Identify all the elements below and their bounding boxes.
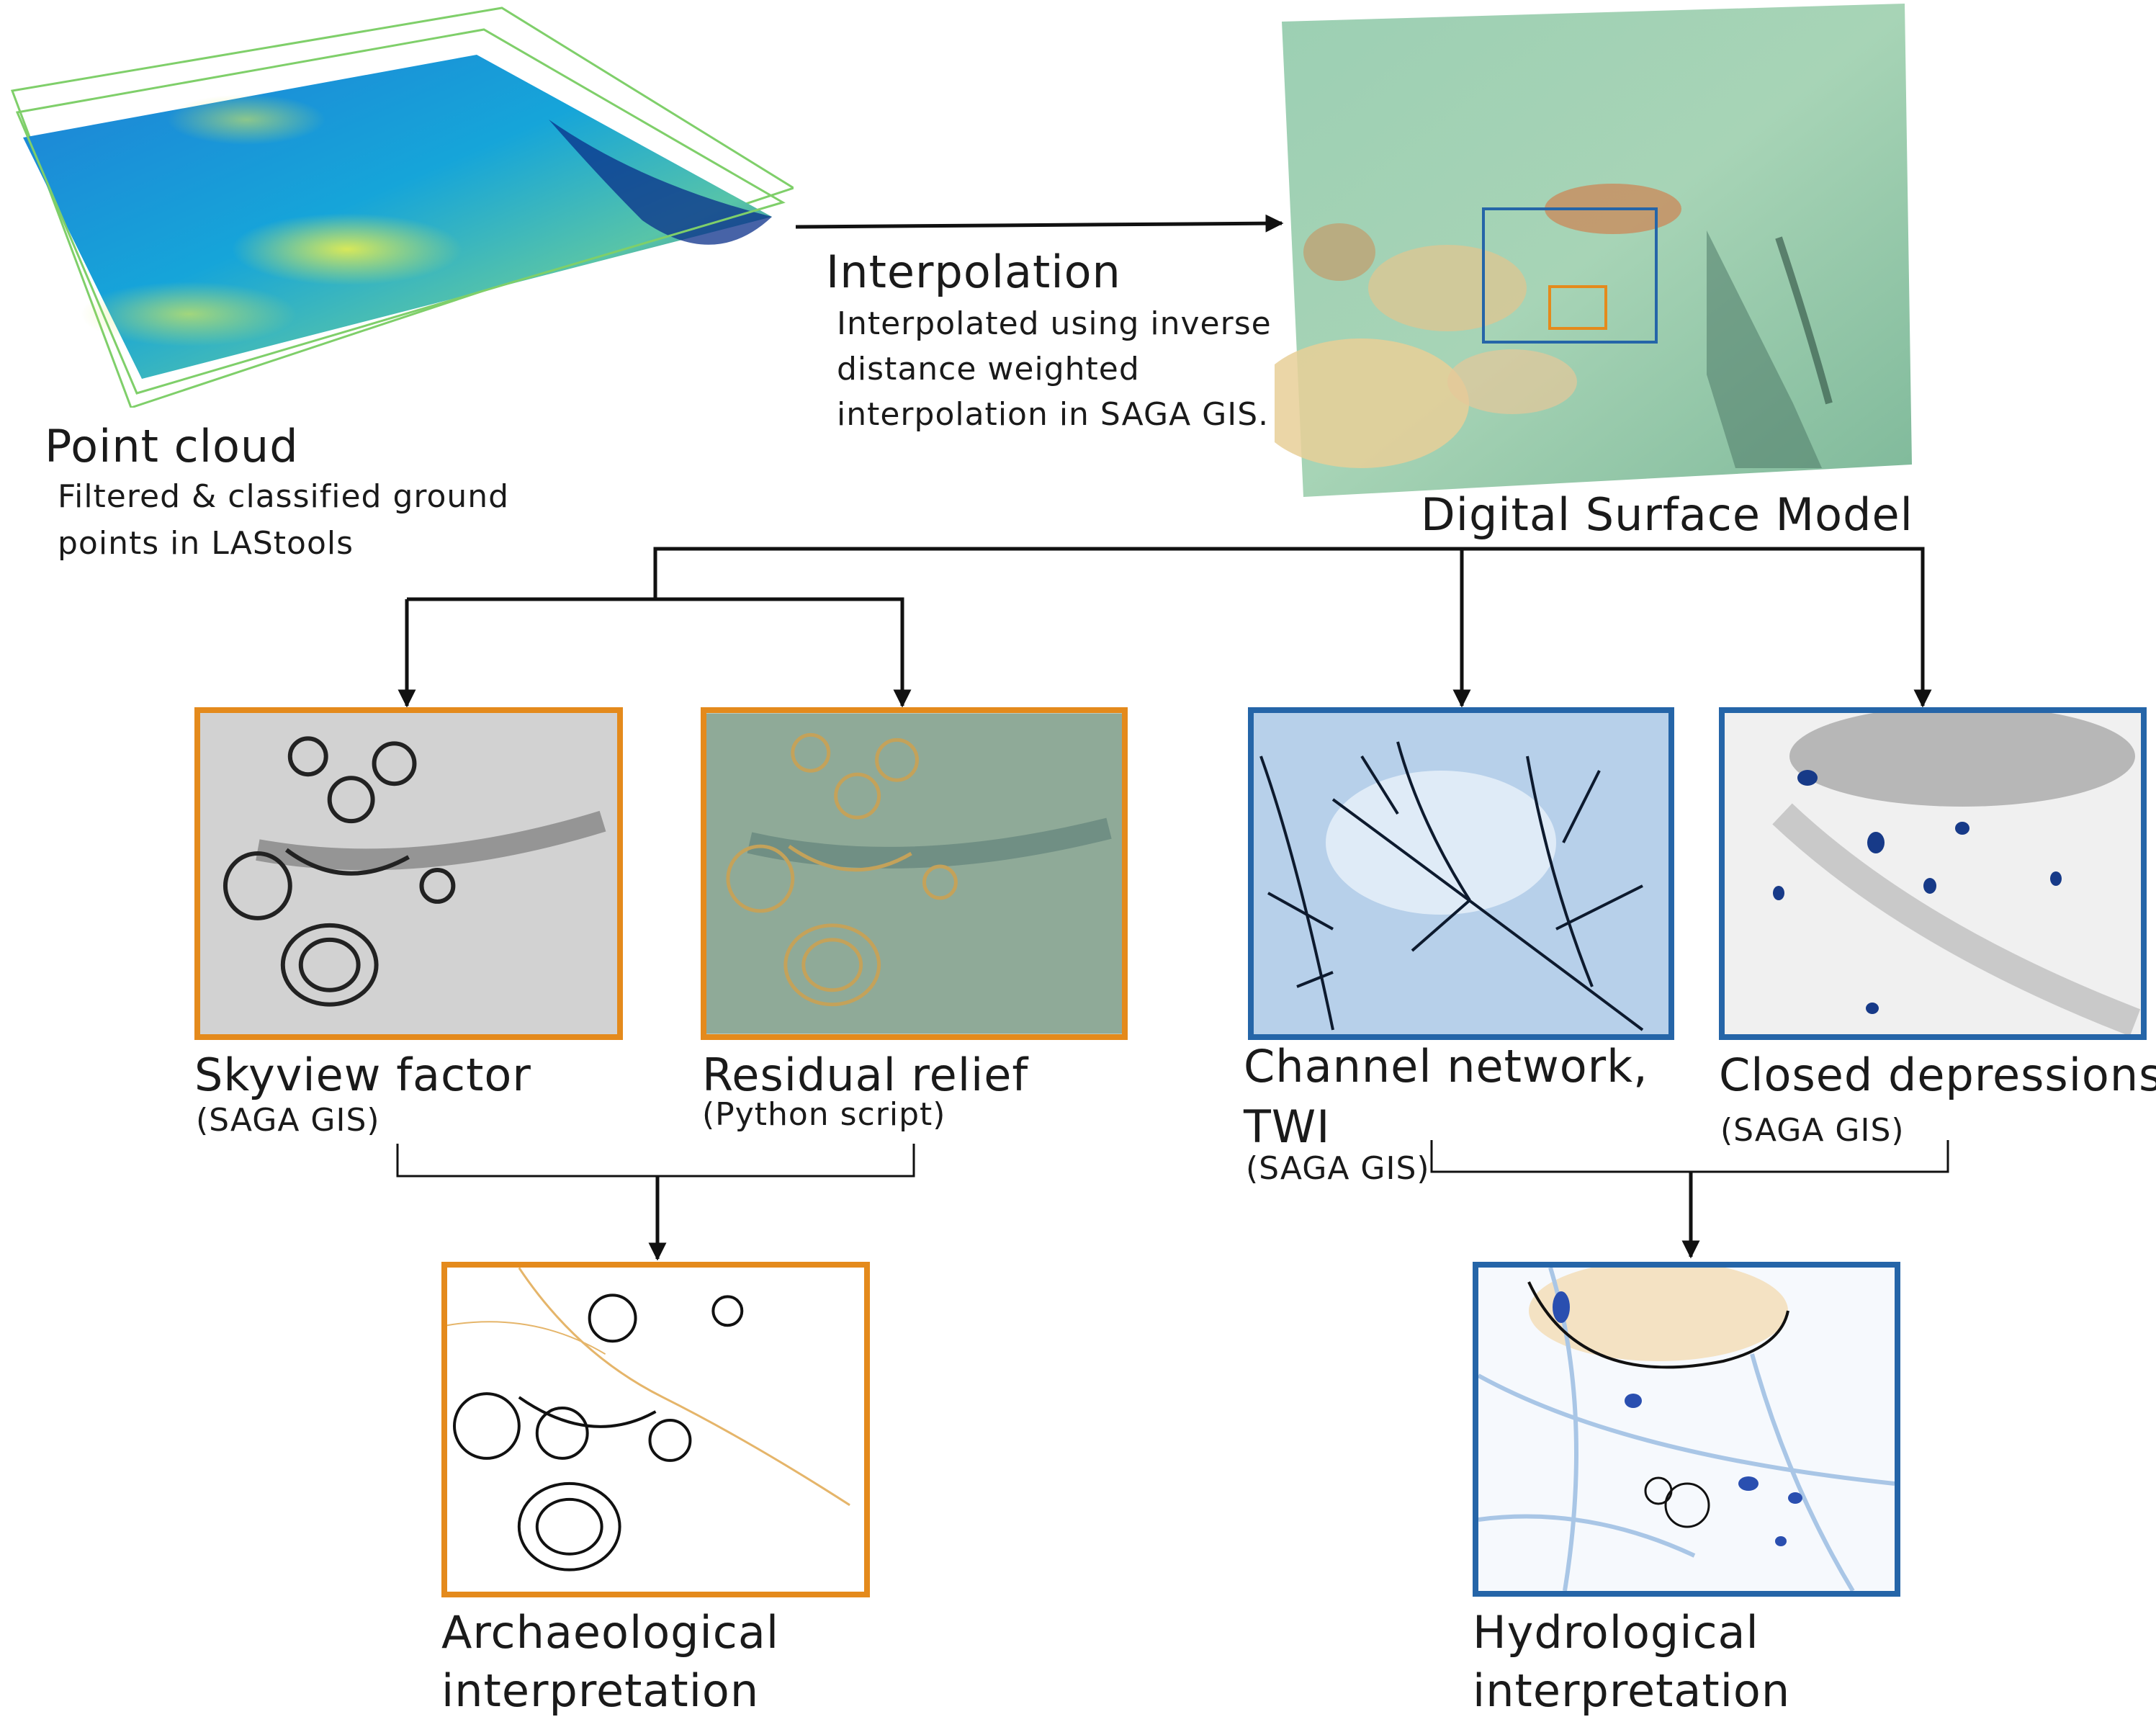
arrow-residual-relief (407, 597, 912, 708)
dsm-image (1275, 0, 1912, 497)
point-cloud-desc-line2: points in LAStools (58, 525, 354, 562)
hydrological-interpretation-panel (1473, 1262, 1900, 1597)
archaeological-interpretation-line2: interpretation (441, 1664, 760, 1717)
bracket-archaeology (396, 1144, 915, 1178)
interpolation-title: Interpolation (826, 246, 1121, 298)
interpolation-desc-line3: interpolation in SAGA GIS. (837, 396, 1270, 433)
arrow-interpolation (795, 214, 1284, 233)
archaeological-interpretation-line1: Archaeological (441, 1606, 780, 1659)
channel-network-title-line2: TWI (1244, 1100, 1331, 1153)
residual-relief-tool: (Python script) (702, 1096, 946, 1133)
archaeological-interpretation-panel (441, 1262, 870, 1597)
closed-depressions-title: Closed depressions (1719, 1049, 2156, 1101)
residual-relief-panel (701, 707, 1128, 1040)
hydrological-interpretation-line1: Hydrological (1473, 1606, 1759, 1659)
skyview-title: Skyview factor (194, 1049, 531, 1101)
channel-network-panel (1248, 707, 1674, 1040)
point-cloud-desc-line1: Filtered & classified ground (58, 478, 510, 515)
arrow-closed-depressions (653, 547, 1932, 708)
residual-relief-title: Residual relief (702, 1049, 1029, 1101)
hydrological-interpretation-line2: interpretation (1473, 1664, 1791, 1717)
interpolation-desc-line2: distance weighted (837, 351, 1140, 387)
channel-network-title-line1: Channel network, (1244, 1040, 1648, 1093)
skyview-panel (194, 707, 623, 1040)
point-cloud-image (9, 4, 794, 408)
dsm-title: Digital Surface Model (1421, 488, 1913, 541)
skyview-tool: (SAGA GIS) (196, 1102, 380, 1139)
closed-depressions-tool: (SAGA GIS) (1720, 1112, 1905, 1149)
channel-network-tool: (SAGA GIS) (1246, 1150, 1430, 1187)
closed-depressions-panel (1719, 707, 2147, 1040)
interpolation-desc-line1: Interpolated using inverse (837, 305, 1272, 342)
point-cloud-title: Point cloud (45, 420, 299, 472)
